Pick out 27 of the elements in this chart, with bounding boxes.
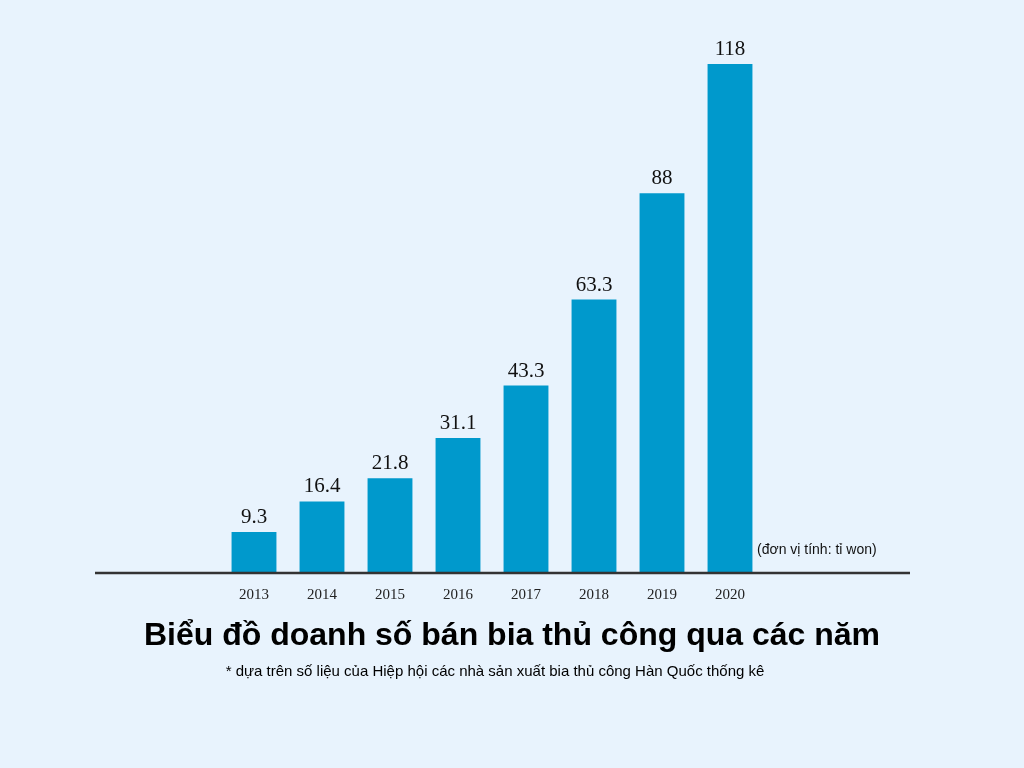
bar (503, 385, 549, 572)
data-label: 31.1 (439, 410, 477, 435)
text: * dựa trên số liệu của Hiệp hội các nhà sản xuất bia thủ công Hàn Quốc thống kê (224, 662, 766, 679)
data-label: 9.3 (240, 503, 268, 528)
bar (435, 438, 481, 572)
bar (231, 531, 277, 572)
x-tick-label: 2018 (579, 585, 609, 602)
bar (571, 299, 617, 572)
data-label: 43.3 (507, 357, 545, 382)
data-label: 88 (651, 165, 673, 190)
bar (367, 478, 413, 572)
x-tick-label: 2020 (715, 585, 745, 602)
x-tick-label: 2016 (443, 585, 474, 602)
bar (707, 64, 753, 572)
data-label: 63.3 (575, 271, 613, 296)
x-tick-label: 2013 (239, 585, 269, 602)
x-tick-label: 2015 (375, 585, 405, 602)
bar (639, 193, 685, 572)
text: Biểu đồ doanh số bán bia thủ công qua các năm (142, 616, 882, 653)
data-label: 118 (714, 36, 746, 61)
annotation: (đơn vị tính: tỉ won) (757, 541, 877, 557)
data-label: 16.4 (303, 473, 341, 498)
x-tick-label: 2019 (647, 585, 677, 602)
x-tick-label: 2017 (511, 585, 542, 602)
bar (299, 501, 345, 572)
data-label: 21.8 (371, 450, 409, 475)
x-tick-label: 2014 (307, 585, 338, 602)
